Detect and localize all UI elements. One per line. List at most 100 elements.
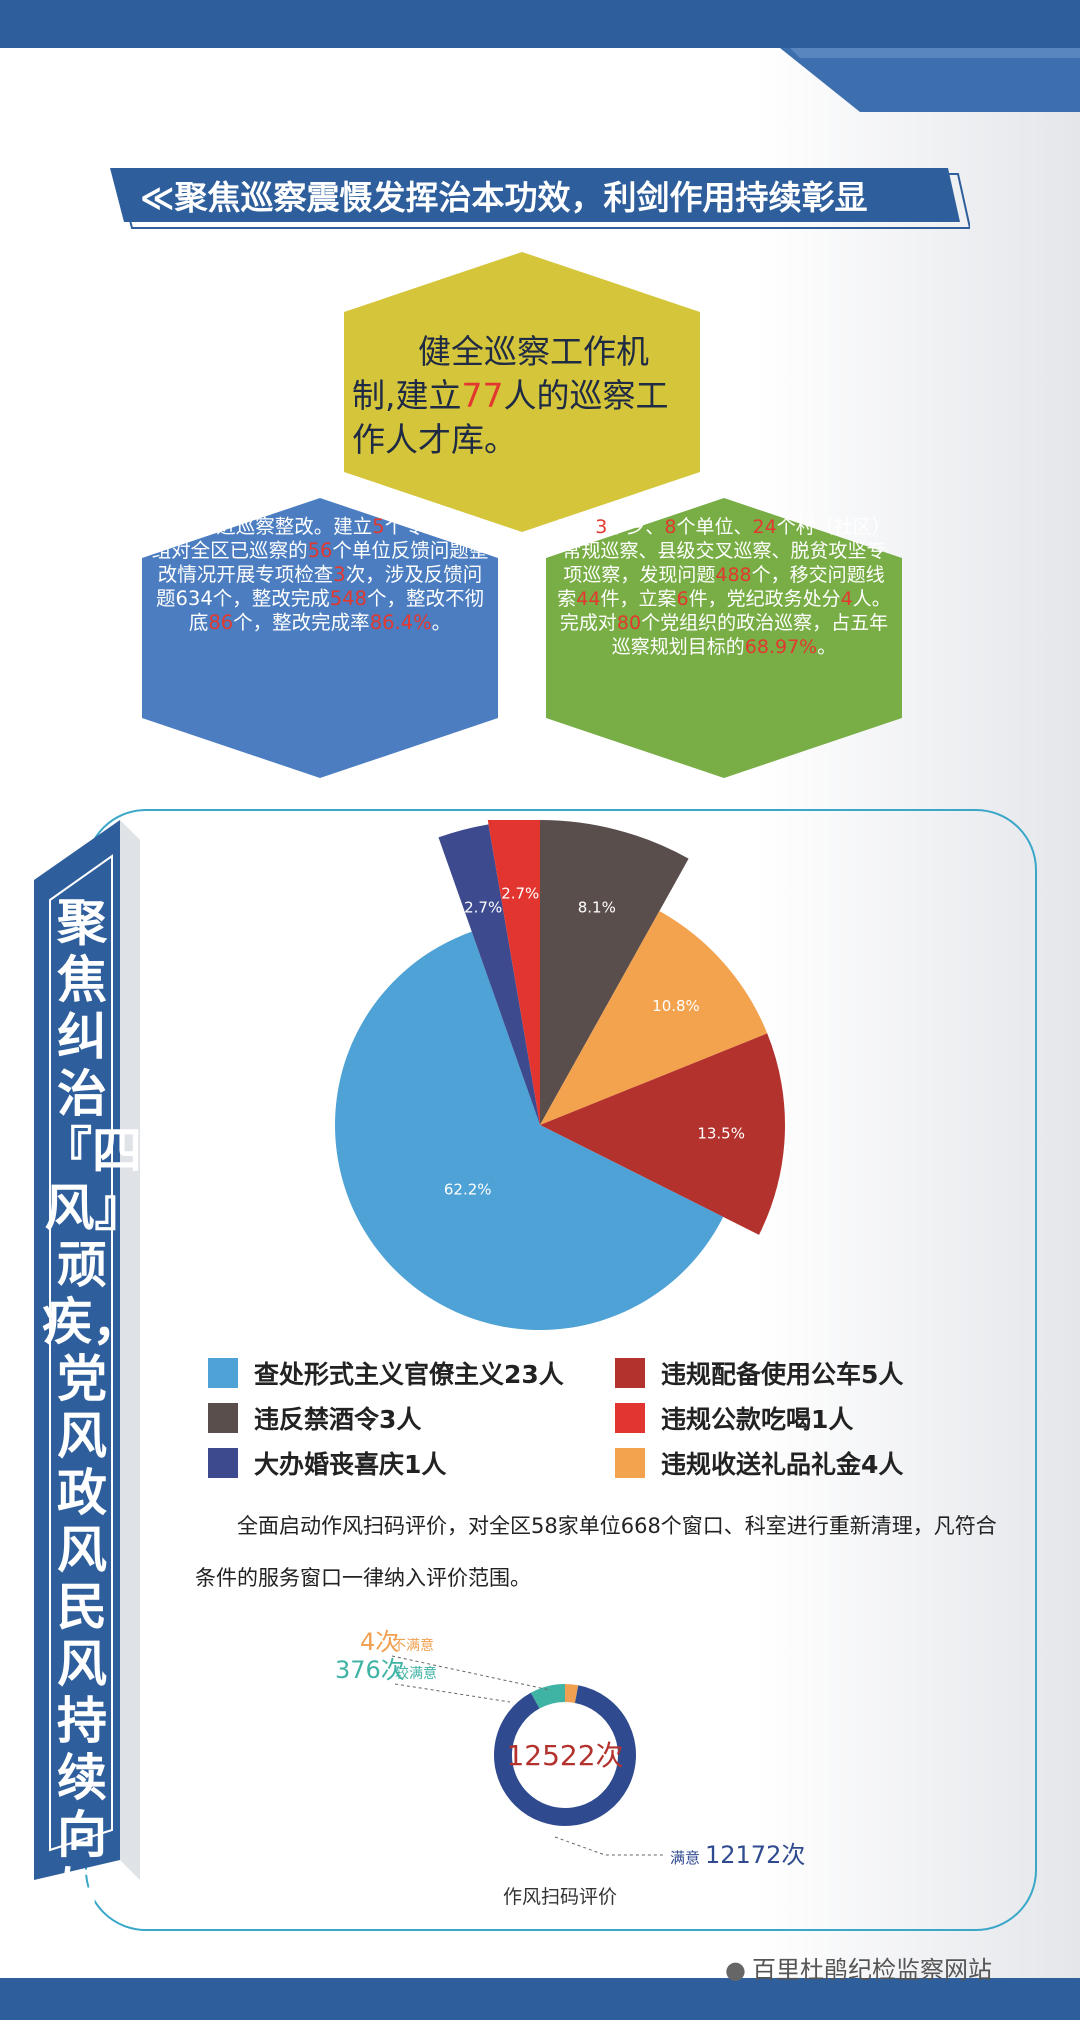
pie-slice-label: 2.7% [501, 885, 539, 903]
donut-count-label: 376次 [335, 1656, 405, 1684]
hex-right-text-8: 人。完成对 [559, 588, 891, 634]
donut-count-label: 4次 [360, 1628, 399, 1656]
donut-category-label: 较满意 [395, 1665, 437, 1682]
hex-right-text-2: 个乡、 [607, 516, 665, 538]
wechat-icon: ● [725, 1956, 746, 1984]
legend-item: 违反禁酒令3人 [208, 1400, 421, 1436]
hex-right-text-7: 件，党纪政务处分 [688, 588, 841, 610]
legend-label: 查处形式主义官僚主义23人 [254, 1360, 564, 1389]
hex-left-text-5: 个，整改不彻底 [188, 587, 484, 634]
hex-right-text-9: 个党组织的政治巡察，占五年巡察规划目标的 [611, 612, 889, 658]
hexagon-left-text: 扎实推进巡察整改。建立5个专项检查组对全区已巡察的56个单位反馈问题整改情况开展… [150, 515, 490, 635]
donut-category-label: 满意 [670, 1849, 700, 1867]
legend-swatch [208, 1448, 238, 1478]
donut-callout-satisfied: 满意 12172次 [554, 1836, 805, 1869]
hexagon-right [546, 498, 902, 778]
pie-slice [438, 824, 540, 1125]
pie-slice [540, 820, 689, 1125]
hexagon-left [142, 498, 498, 778]
side-title: 聚焦纠治『四风』顽疾，党风政风民风持续向好 [42, 894, 142, 1921]
hex-right-text-6: 件，立案 [600, 588, 677, 610]
pie-chart: 8.1% 10.8% 13.5% 62.2% 2.7%2.7% [335, 820, 785, 1330]
donut-callout-line [391, 1655, 551, 1691]
hex-left-text-6: 个，整改完成率 [233, 611, 370, 634]
hex-left-hl-3: 3 [333, 563, 346, 586]
legend-swatch [615, 1358, 645, 1388]
hex-left-text-3: 个单位反馈问题整改情况开展专项检查 [157, 539, 489, 586]
pie-slice [540, 1033, 785, 1235]
hex-top-text-1: 健全巡察工作机制,建立 [352, 332, 649, 415]
hexagon-right-text: 完成3个乡、8个单位、24个村（社区）常规巡察、县级交叉巡察、脱贫攻坚专项巡察，… [554, 515, 894, 659]
hex-top-highlight-1: 77 [461, 376, 504, 415]
hexagon-top-text: 健全巡察工作机制,建立77人的巡察工作人才库。 [352, 330, 692, 462]
hex-left-hl-6: 86.4% [369, 611, 432, 634]
hex-right-hl-4: 488 [715, 564, 752, 586]
hex-right-text-3: 个单位、 [676, 516, 753, 538]
pie-slice-label: 62.2% [444, 1181, 492, 1199]
title-banner [110, 168, 970, 229]
pie-slice [540, 911, 768, 1125]
hex-right-text-10: 。 [817, 636, 837, 658]
watermark-text: 百里杜鹃纪检监察网站 [751, 1956, 992, 1984]
donut-count-label: 12172次 [705, 1841, 805, 1869]
hex-left-hl-2: 56 [307, 539, 333, 562]
legend-label: 违反禁酒令3人 [254, 1405, 422, 1434]
hex-right-text-4: 个村（社区）常规巡察、县级交叉巡察、脱贫攻坚专项巡察，发现问题 [562, 516, 891, 586]
pie-slice-label: 10.8% [652, 997, 700, 1015]
legend-label: 大办婚丧喜庆1人 [254, 1450, 447, 1479]
legend-item: 大办婚丧喜庆1人 [208, 1445, 446, 1481]
description-paragraph: 全面启动作风扫码评价，对全区58家单位668个窗口、科室进行重新清理，凡符合条件… [195, 1500, 1005, 1604]
hex-left-hl-5: 86 [208, 611, 234, 634]
hex-left-text-2: 个专项检查组对全区已巡察的 [151, 515, 483, 562]
side-ribbon [34, 820, 140, 1880]
hex-left-hl-4: 548 [329, 587, 367, 610]
hex-left-text-1: 扎实推进巡察整改。建立 [157, 515, 373, 538]
donut-caption: 作风扫码评价 [502, 1886, 617, 1908]
legend-item: 违规配备使用公车5人 [615, 1355, 903, 1391]
top-decoration [0, 0, 1080, 112]
hexagon-top [344, 252, 700, 532]
hex-left-text-4: 次，涉及反馈问题634个，整改完成 [156, 563, 483, 610]
hex-right-text-1: 完成 [557, 516, 596, 538]
legend-item: 查处形式主义官僚主义23人 [208, 1355, 564, 1391]
hexagon-group [142, 252, 902, 778]
hex-right-hl-9: 68.97% [744, 636, 818, 658]
hex-left-hl-1: 5 [372, 515, 385, 538]
hex-left-text-7: 。 [431, 611, 452, 634]
hex-right-hl-8: 80 [616, 612, 642, 634]
hex-right-hl-6: 6 [676, 588, 689, 610]
description-text: 全面启动作风扫码评价，对全区58家单位668个窗口、科室进行重新清理，凡符合条件… [195, 1514, 997, 1590]
legend-item: 违规收送礼品礼金4人 [615, 1445, 903, 1481]
donut-segment [494, 1685, 636, 1826]
hex-right-hl-3: 24 [752, 516, 777, 538]
legend-label: 违规配备使用公车5人 [661, 1360, 904, 1389]
hex-right-hl-7: 4 [840, 588, 853, 610]
watermark: ● 百里杜鹃纪检监察网站 [725, 1950, 992, 1985]
pie-slice [487, 820, 540, 1125]
donut-total-label: 12522次 [506, 1739, 623, 1772]
legend-swatch [615, 1448, 645, 1478]
donut-callout-line [394, 1683, 511, 1703]
pie-slice-label: 13.5% [697, 1124, 745, 1142]
hex-right-text-5: 个，移交问题线索 [557, 564, 885, 610]
bottom-bar [0, 1978, 1080, 2020]
donut-callout-line [554, 1836, 665, 1856]
hex-right-hl-1: 3 [595, 516, 608, 538]
legend-swatch [208, 1358, 238, 1388]
legend-label: 违规公款吃喝1人 [661, 1405, 854, 1434]
legend-label: 违规收送礼品礼金4人 [661, 1450, 904, 1479]
donut-segment [530, 1684, 566, 1709]
donut-category-label: 不满意 [392, 1637, 434, 1654]
donut-segment [564, 1684, 579, 1703]
hex-top-text-2: 人的巡察工作人才库。 [352, 376, 669, 459]
legend-swatch [208, 1403, 238, 1433]
hex-right-hl-5: 44 [576, 588, 601, 610]
pie-slice-label: 2.7% [464, 899, 502, 917]
legend-item: 违规公款吃喝1人 [615, 1400, 853, 1436]
pie-slice-label: 8.1% [578, 899, 616, 917]
hex-right-hl-2: 8 [664, 516, 677, 538]
title-banner-text: ≪聚焦巡察震慑发挥治本功效，利剑作用持续彰显 [140, 178, 868, 217]
